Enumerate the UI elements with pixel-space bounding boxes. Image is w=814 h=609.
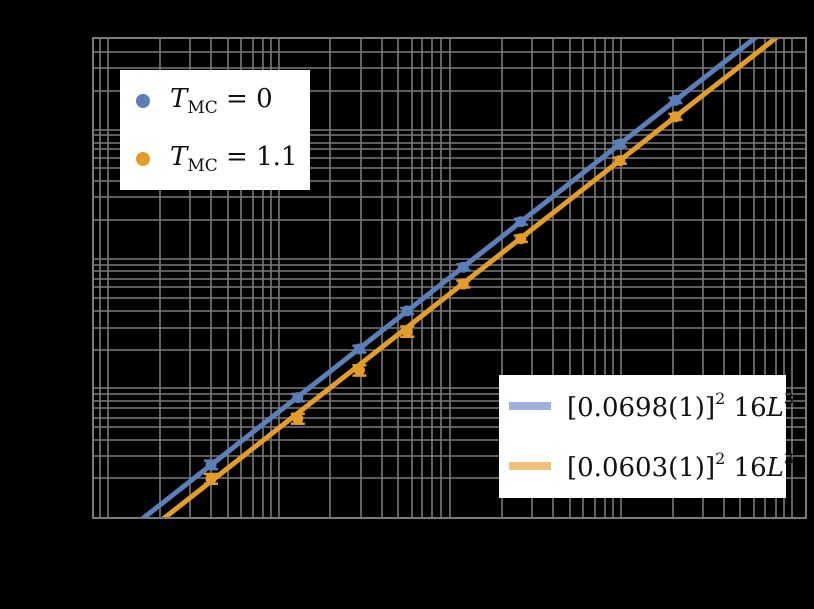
legend-subscript: MC — [187, 156, 218, 176]
legend-label: [0.0698(1)]2 16L3 — [567, 389, 794, 423]
data-point — [456, 278, 471, 290]
data-point — [400, 305, 415, 317]
legend-label: TMC = 1.1 — [170, 142, 297, 176]
fit-exponent: 2 — [715, 449, 726, 468]
data-point — [290, 412, 305, 425]
data-point — [204, 459, 219, 471]
data-point — [668, 111, 683, 123]
data-point — [400, 325, 415, 338]
legend-symbol: T — [170, 84, 188, 114]
fit-exponent: 2 — [715, 389, 726, 408]
fit-coefficient: [0.0698(1)] — [567, 393, 716, 423]
legend-item-fit-0698: [0.0698(1)]2 16L3 — [509, 389, 794, 423]
fit-variable: L — [766, 453, 784, 483]
legend-value: = 1.1 — [217, 142, 298, 172]
legend-item-fit-0603: [0.0603(1)]2 16L3 — [509, 449, 794, 483]
fit-line — [160, 38, 780, 518]
orange-line-icon — [509, 462, 551, 470]
data-point — [352, 343, 367, 355]
legend-markers: TMC = 0 TMC = 1.1 — [120, 70, 310, 190]
data-point — [204, 472, 219, 485]
data-point — [456, 261, 471, 273]
legend-label: [0.0603(1)]2 16L3 — [567, 449, 794, 483]
data-points — [204, 94, 683, 485]
fit-prefactor: 16 — [725, 393, 767, 423]
fit-variable: L — [766, 393, 784, 423]
data-point — [513, 216, 528, 228]
fit-line — [139, 38, 759, 518]
legend-item-tmc-1-1: TMC = 1.1 — [136, 142, 297, 176]
plot-frame — [92, 37, 807, 519]
fit-coefficient: [0.0603(1)] — [567, 453, 716, 483]
data-point — [352, 364, 367, 377]
fit-power: 3 — [783, 389, 795, 408]
data-point — [513, 233, 528, 245]
blue-dot-icon — [136, 94, 150, 108]
data-point — [612, 138, 627, 150]
data-point — [668, 94, 683, 106]
data-point — [290, 392, 305, 404]
legend-subscript: MC — [187, 98, 218, 118]
fit-lines — [139, 38, 780, 518]
legend-value: = 0 — [217, 84, 273, 114]
legend-fits: [0.0698(1)]2 16L3 [0.0603(1)]2 16L3 — [499, 375, 794, 498]
blue-line-icon — [509, 402, 551, 410]
fit-power: 3 — [783, 449, 795, 468]
orange-dot-icon — [136, 152, 150, 166]
legend-symbol: T — [170, 142, 188, 172]
legend-label: TMC = 0 — [170, 84, 273, 118]
legend-item-tmc-0: TMC = 0 — [136, 84, 273, 118]
fit-prefactor: 16 — [725, 453, 767, 483]
data-point — [612, 155, 627, 167]
